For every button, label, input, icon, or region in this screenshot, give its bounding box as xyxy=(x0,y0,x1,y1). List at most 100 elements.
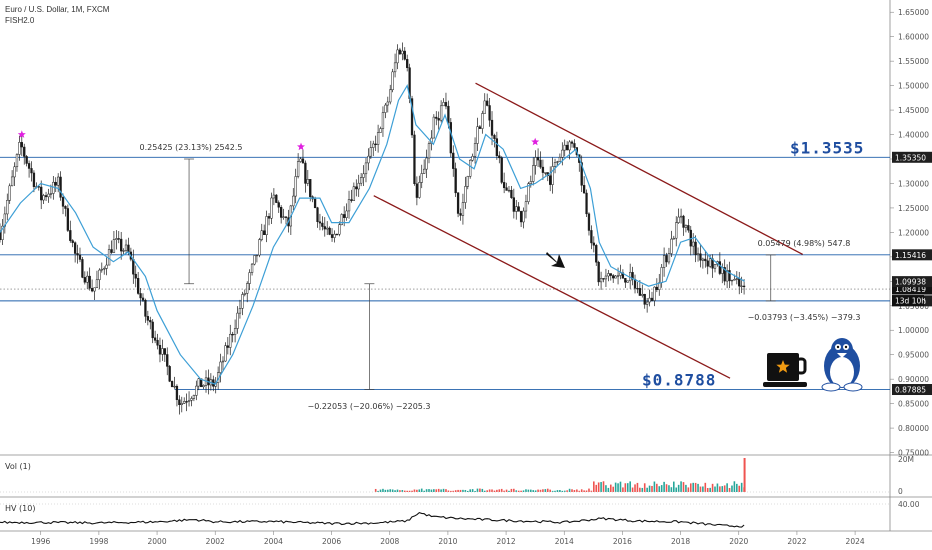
y-tick-label-4: 1.45000 xyxy=(898,106,929,115)
penguin-foot-l xyxy=(821,382,841,392)
candle-body xyxy=(466,176,469,187)
candle-body xyxy=(413,134,416,185)
volume-bar xyxy=(576,489,578,492)
hv-panel-label: HV (10) xyxy=(5,504,35,513)
candle-body xyxy=(296,161,300,177)
candle-body xyxy=(558,157,562,162)
candle-body xyxy=(263,230,266,236)
candle-body xyxy=(709,258,712,267)
candle-body xyxy=(641,293,644,296)
candle-body xyxy=(20,142,23,148)
volume-bar xyxy=(515,490,518,492)
candle-body xyxy=(18,142,21,155)
volume-bar xyxy=(726,483,728,492)
volume-bar xyxy=(418,489,421,492)
candle-body xyxy=(699,253,702,261)
candle-body xyxy=(471,155,474,161)
chart-subtitle: FISH2.0 xyxy=(5,16,35,25)
volume-bar xyxy=(658,486,661,492)
price-label-2: 1.09938 xyxy=(895,278,926,287)
volume-bar xyxy=(542,489,544,492)
volume-scale-bottom: 0 xyxy=(898,487,903,496)
candle-body xyxy=(66,208,70,231)
countdown-box xyxy=(892,295,924,307)
candle-body xyxy=(461,202,465,216)
candle-body xyxy=(44,195,48,198)
volume-bar xyxy=(578,490,581,492)
volume-bar xyxy=(559,490,561,492)
candle-body xyxy=(107,249,111,266)
volume-bar xyxy=(546,488,549,492)
volume-bar xyxy=(554,490,556,492)
candle-body xyxy=(299,158,302,162)
volume-bar xyxy=(692,482,694,492)
candle-body xyxy=(660,267,663,283)
candle-body xyxy=(275,194,278,203)
volume-bar xyxy=(459,489,462,492)
volume-bar xyxy=(588,488,590,492)
candle-body xyxy=(655,286,658,290)
x-tick-label-5: 2006 xyxy=(322,537,341,546)
penguin-belly xyxy=(830,357,854,387)
candle-body xyxy=(78,254,82,260)
volume-spike-bar xyxy=(743,458,746,492)
y-tick-label-1: 1.60000 xyxy=(898,33,929,42)
candle-body xyxy=(250,263,254,273)
candle-body xyxy=(27,163,31,169)
candle-body xyxy=(679,215,683,218)
candle-body xyxy=(105,264,108,269)
candle-body xyxy=(415,183,419,198)
candle-body xyxy=(483,100,486,114)
volume-bar xyxy=(685,484,687,492)
candle-body xyxy=(236,312,239,329)
candle-body xyxy=(13,166,16,178)
candle-body xyxy=(493,135,496,139)
candle-body xyxy=(439,105,443,121)
candle-body xyxy=(369,147,372,157)
volume-bar xyxy=(377,490,379,492)
penguin-beak xyxy=(837,353,847,358)
candle-body xyxy=(156,340,159,346)
volume-bar xyxy=(702,486,704,492)
candle-body xyxy=(602,278,605,280)
volume-bar xyxy=(736,483,738,492)
candle-body xyxy=(110,249,113,253)
candle-body xyxy=(609,273,612,276)
candle-body xyxy=(76,253,79,256)
level-label-1: 1.15416 xyxy=(895,251,926,260)
candle-body xyxy=(447,105,450,123)
volume-bar xyxy=(556,490,559,492)
candle-body xyxy=(626,280,629,283)
volume-bar xyxy=(382,488,384,492)
candle-body xyxy=(544,172,547,174)
candle-body xyxy=(367,155,370,164)
candle-body xyxy=(183,401,186,404)
y-tick-label-13: 1.00000 xyxy=(898,326,929,335)
volume-bar xyxy=(709,487,711,492)
candle-body xyxy=(636,288,639,290)
candle-body xyxy=(364,162,368,175)
volume-bar xyxy=(551,490,554,492)
candle-body xyxy=(333,233,336,238)
volume-bar xyxy=(634,484,636,492)
candle-body xyxy=(47,193,50,198)
volume-bar xyxy=(452,490,455,492)
volume-bar xyxy=(711,483,714,492)
candle-body xyxy=(607,273,610,277)
candle-body xyxy=(478,126,482,129)
candle-body xyxy=(401,50,404,55)
volume-bar xyxy=(563,490,566,492)
candle-body xyxy=(57,176,60,186)
candle-body xyxy=(318,221,322,224)
candle-body xyxy=(71,240,74,243)
x-tick-label-13: 2022 xyxy=(787,537,806,546)
volume-bar xyxy=(694,482,697,492)
candle-body xyxy=(132,259,135,275)
candle-body xyxy=(90,288,94,292)
volume-bar xyxy=(617,483,619,492)
volume-bar xyxy=(626,483,629,492)
candle-body xyxy=(124,244,128,251)
countdown-label: 13d 10h xyxy=(895,297,926,306)
y-tick-label-14: 0.95000 xyxy=(898,351,929,360)
